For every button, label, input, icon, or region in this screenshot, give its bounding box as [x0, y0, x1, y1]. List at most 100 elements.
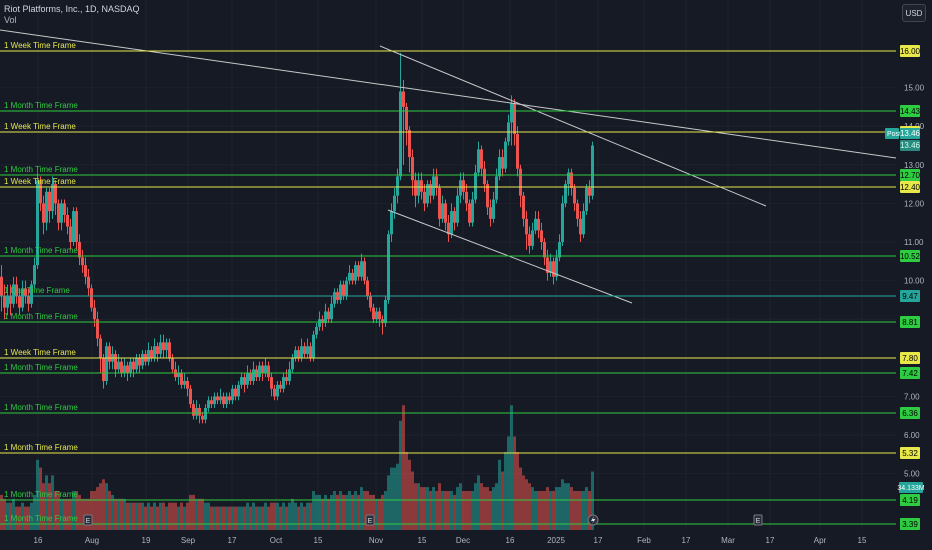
candle-body: [471, 199, 474, 223]
volume-bar: [42, 483, 45, 530]
candle-body: [114, 353, 117, 370]
currency-button[interactable]: USD: [902, 4, 926, 22]
symbol-title[interactable]: Riot Platforms, Inc., 1D, NASDAQ: [4, 4, 140, 14]
volume-bar: [456, 487, 459, 530]
volume-bar: [531, 487, 534, 530]
candle-body: [456, 195, 459, 223]
time-tick: 16: [34, 536, 43, 545]
candle-body: [492, 199, 495, 219]
volume-bar: [12, 498, 15, 530]
volume-bar: [516, 452, 519, 530]
candle-body: [405, 106, 408, 131]
candle-body: [339, 284, 342, 300]
level-badge: [900, 494, 920, 506]
volume-value: 34.133M: [897, 485, 924, 492]
volume-bar: [258, 506, 261, 530]
volume-bar: [501, 471, 504, 530]
volume-bar: [369, 494, 372, 530]
candle-body: [537, 218, 540, 231]
earnings-marker-box: [753, 514, 763, 526]
time-tick: 15: [314, 536, 323, 545]
candle-body: [27, 296, 30, 304]
candle-body: [555, 257, 558, 277]
chart-grid: [0, 0, 896, 530]
candle-body: [201, 415, 204, 420]
candle-body: [210, 400, 213, 405]
candle-body: [69, 226, 72, 242]
candle-body: [459, 180, 462, 196]
candle-body: [222, 396, 225, 405]
volume-bar: [432, 487, 435, 530]
volume-bar: [297, 506, 300, 530]
candle-body: [540, 230, 543, 242]
candle-body: [330, 303, 333, 320]
candle-body: [9, 296, 12, 304]
level-badge: [900, 105, 920, 117]
candle-body: [552, 261, 555, 277]
candle-body: [282, 377, 285, 389]
candle-body: [315, 326, 318, 335]
level-label: 1 Day Time Frame: [4, 286, 70, 295]
candle-body: [60, 203, 63, 223]
candle-body: [57, 203, 60, 223]
volume-bar: [24, 506, 27, 530]
level-badge-value: 9.47: [902, 292, 918, 301]
volume-bar: [102, 479, 105, 530]
candle-body: [171, 357, 174, 370]
candle-body: [342, 284, 345, 297]
volume-bar: [282, 502, 285, 530]
candle-body: [78, 242, 81, 258]
candle-body: [486, 184, 489, 208]
volume-bar: [468, 491, 471, 530]
volume-bar: [342, 494, 345, 530]
earnings-marker-icon[interactable]: E: [83, 514, 93, 526]
volume-bar: [192, 494, 195, 530]
candle-body: [186, 380, 189, 389]
level-badge: [900, 169, 920, 181]
candle-body: [483, 168, 486, 185]
lightning-marker-icon[interactable]: [587, 514, 599, 526]
volume-bar: [57, 491, 60, 530]
candle-body: [462, 180, 465, 192]
candle-body: [318, 319, 321, 327]
candle-body: [39, 180, 42, 204]
candle-body: [333, 292, 336, 304]
candle-body: [48, 191, 51, 212]
volume-bar: [447, 491, 450, 530]
candle-body: [183, 380, 186, 385]
candle-body: [561, 203, 564, 242]
volume-bar: [171, 502, 174, 530]
candle-body: [549, 261, 552, 273]
level-badge-value: 8.81: [902, 318, 918, 327]
volume-bar: [483, 487, 486, 530]
volume-legend[interactable]: Vol: [4, 15, 17, 25]
time-axis[interactable]: 16 Aug 19 Sep 17 Oct 15 Nov 15 Dec 16 2025 17 Feb 17 Ma…: [34, 536, 867, 545]
volume-bar: [9, 502, 12, 530]
candle-body: [522, 195, 525, 219]
candle-body: [543, 242, 546, 258]
candle-body: [489, 207, 492, 219]
volume-bar: [540, 491, 543, 530]
candle-body: [474, 172, 477, 200]
candle-body: [90, 288, 93, 308]
volume-bar: [132, 502, 135, 530]
candle-body: [24, 288, 27, 297]
candle-body: [63, 203, 66, 215]
level-badge-value: 12.40: [900, 183, 921, 192]
volume-bar: [414, 483, 417, 530]
volume-bar: [3, 498, 6, 530]
volume-bar: [177, 506, 180, 530]
candle-body: [375, 311, 378, 320]
candle-body: [120, 361, 123, 374]
earnings-marker-icon[interactable]: E: [753, 514, 763, 526]
candle-body: [198, 407, 201, 416]
volume-bar: [15, 506, 18, 530]
volume-bar: [273, 502, 276, 530]
earnings-marker-icon[interactable]: E: [365, 514, 375, 526]
volume-bar: [6, 502, 9, 530]
candle-body: [390, 211, 393, 235]
volume-bar: [513, 436, 516, 530]
volume-bar: [36, 459, 39, 530]
